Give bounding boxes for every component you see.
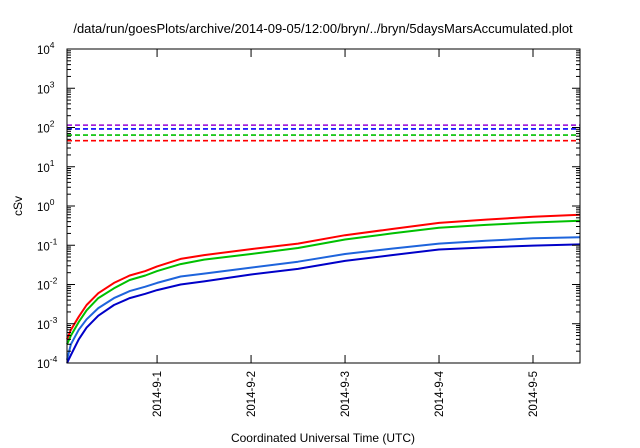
- y-axis-label: cSv: [11, 196, 25, 216]
- series-line-4: [66, 243, 581, 364]
- chart-title: /data/run/goesPlots/archive/2014-09-05/1…: [73, 21, 573, 36]
- x-tick-label: 2014-9-1: [152, 371, 164, 417]
- x-axis-label: Coordinated Universal Time (UTC): [231, 431, 415, 445]
- y-axis: 10-4 10-3 10-2 10-1 100 101 102 103 104: [37, 40, 580, 371]
- y-tick-label: 103: [37, 79, 55, 96]
- y-tick-label: 10-2: [37, 276, 58, 293]
- y-tick-label: 102: [37, 119, 55, 136]
- series-line-1: [66, 213, 581, 340]
- y-tick-label: 10-1: [37, 236, 58, 253]
- reference-lines: [67, 124, 580, 142]
- y-tick-label: 10-4: [37, 354, 58, 371]
- x-tick-label: 2014-9-5: [528, 371, 540, 417]
- series-lines: [66, 213, 581, 364]
- y-tick-label: 104: [37, 40, 55, 57]
- y-tick-label: 100: [37, 197, 55, 214]
- series-line-3: [66, 236, 581, 361]
- y-tick-label: 10-3: [37, 315, 58, 332]
- series-line-2: [66, 219, 581, 345]
- y-tick-label: 101: [37, 158, 55, 175]
- plot-frame: [66, 48, 581, 364]
- x-axis: 2014-9-1 2014-9-2 2014-9-3 2014-9-4 2014-9-5: [152, 49, 540, 417]
- x-tick-label: 2014-9-4: [434, 370, 446, 417]
- x-tick-label: 2014-9-2: [246, 371, 258, 417]
- x-tick-label: 2014-9-3: [340, 371, 352, 417]
